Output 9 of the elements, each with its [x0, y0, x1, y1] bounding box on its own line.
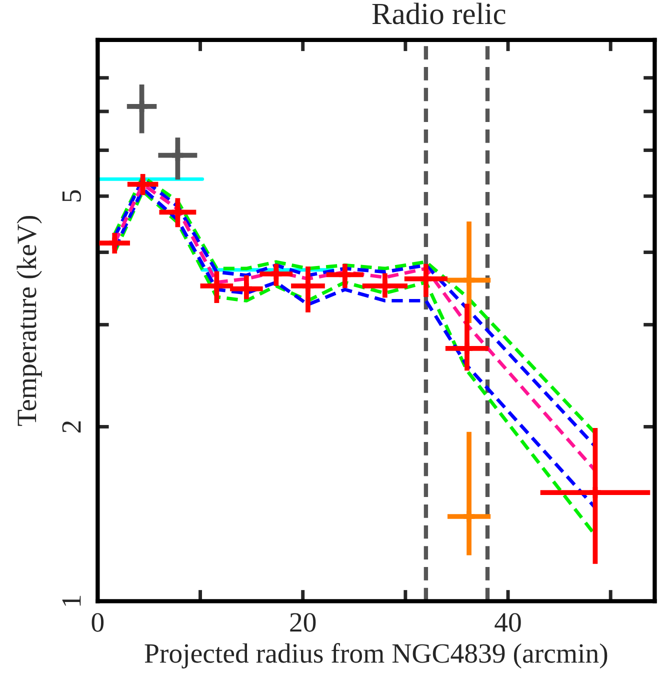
x-tick-label: 40: [494, 613, 521, 632]
y-tick-label: 5: [62, 190, 81, 202]
x-axis-title: Projected radius from NGC4839 (arcmin): [144, 643, 608, 669]
x-tick-label: 0: [92, 613, 104, 632]
x-tick-label: 20: [290, 613, 316, 632]
y-tick-label: 1: [62, 596, 81, 606]
y-axis-title: Temperature (keV): [16, 216, 42, 426]
text: Radio relic: [372, 2, 506, 24]
y-tick-label: 2: [62, 421, 81, 432]
